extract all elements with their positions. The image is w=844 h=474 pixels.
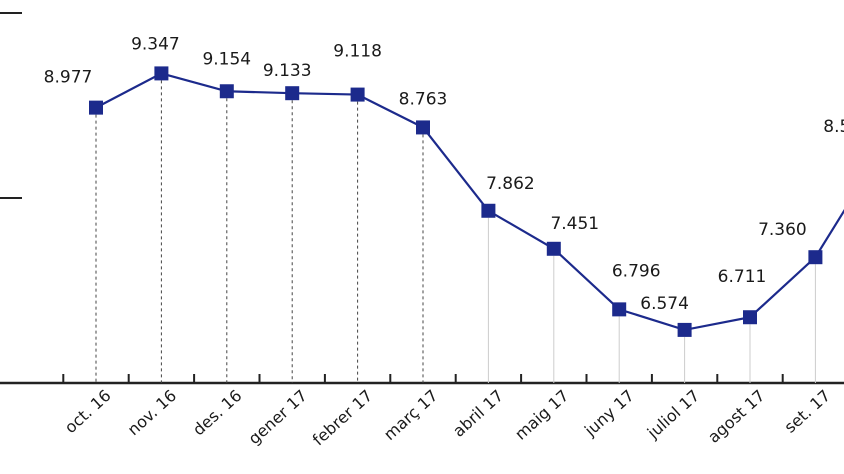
data-label: 6.574	[640, 294, 689, 314]
x-tick-label: nov. 16	[124, 386, 180, 439]
data-label: 7.360	[758, 220, 807, 240]
x-tick-label: gener 17	[245, 386, 311, 448]
x-tick-label: maig 17	[511, 386, 572, 444]
data-point-marker	[481, 203, 496, 218]
data-point-marker	[416, 120, 430, 135]
data-label: 8.977	[44, 68, 93, 88]
x-tick-label: agost 17	[704, 386, 769, 447]
data-label: 9.347	[131, 34, 180, 54]
data-label: 8.5	[823, 117, 844, 137]
data-label: 7.451	[550, 214, 599, 234]
x-tick-label: des. 16	[189, 386, 245, 440]
data-point-marker	[89, 100, 103, 115]
series-line	[95, 72, 844, 332]
x-tick-label: març 17	[380, 386, 442, 444]
data-point-marker	[743, 310, 757, 325]
x-tick-label: oct. 16	[61, 386, 115, 437]
x-tick-label: juny 17	[580, 386, 638, 441]
x-tick-label: febrer 17	[309, 386, 377, 449]
data-label: 7.862	[486, 174, 535, 194]
data-point-marker	[546, 241, 561, 256]
data-label: 6.796	[612, 261, 661, 281]
data-label: 8.763	[399, 89, 448, 109]
data-point-marker	[677, 322, 692, 337]
x-tick-label: set. 17	[781, 386, 835, 437]
data-point-marker	[808, 250, 823, 265]
data-point-marker	[285, 86, 300, 101]
data-point-marker	[350, 87, 365, 102]
data-point-marker	[154, 66, 169, 81]
data-label: 9.118	[333, 42, 382, 62]
x-tick-label: abril 17	[449, 386, 507, 441]
data-label: 9.133	[263, 61, 312, 81]
data-point-marker	[612, 302, 627, 317]
x-tick-label: juliol 17	[643, 386, 703, 443]
data-label: 9.154	[202, 49, 251, 69]
data-label: 6.711	[718, 267, 767, 287]
data-point-marker	[219, 84, 234, 99]
